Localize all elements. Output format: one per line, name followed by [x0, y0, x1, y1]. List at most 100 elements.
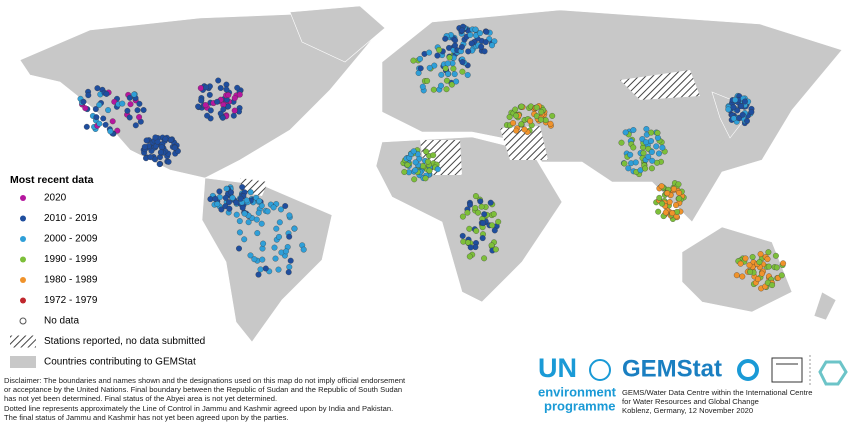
station-dot [746, 262, 753, 269]
station-dot [483, 28, 490, 35]
station-dot [459, 27, 466, 34]
station-dot [234, 84, 241, 91]
station-dot [730, 115, 737, 122]
station-dot [452, 37, 459, 44]
station-dot [448, 81, 455, 88]
station-dot [527, 118, 534, 125]
legend-label: 1990 - 1999 [44, 254, 98, 265]
station-dot [136, 100, 143, 107]
station-dot [482, 39, 489, 46]
station-dot [276, 219, 283, 226]
disclaimer: Disclaimer: The boundaries and names sho… [4, 376, 544, 422]
station-dot [764, 256, 771, 263]
station-dot [489, 42, 495, 49]
station-dot [107, 128, 114, 135]
station-dot [739, 273, 746, 280]
disclaimer-line: Dotted line represents approximately the… [4, 403, 394, 413]
station-dot [202, 102, 209, 109]
station-dot [749, 254, 756, 260]
station-dot [203, 84, 210, 91]
station-dot [286, 264, 293, 270]
station-dot [94, 85, 101, 92]
station-dot [547, 120, 554, 127]
station-dot [465, 239, 471, 246]
station-dot [157, 149, 164, 156]
station-dot [264, 208, 271, 215]
station-dot [222, 194, 229, 201]
station-dot [479, 235, 486, 242]
station-dot [773, 264, 780, 271]
legend-swatch [20, 256, 26, 263]
legend-swatch [20, 277, 26, 283]
disclaimer-line: The final status of Jammu and Kashmir ha… [4, 412, 289, 422]
station-dot [239, 204, 246, 211]
station-dot [233, 211, 240, 218]
station-dot [655, 208, 662, 215]
station-dot [739, 111, 746, 118]
station-dot [126, 94, 133, 101]
station-dot [412, 167, 419, 174]
station-dot [659, 200, 665, 207]
station-dot [228, 189, 234, 196]
station-dot [734, 107, 741, 114]
station-dots [77, 23, 787, 292]
station-dot [632, 159, 639, 166]
station-dot [253, 216, 260, 223]
station-dot [207, 107, 214, 114]
station-dot [477, 198, 484, 205]
station-dot [214, 98, 221, 105]
legend-swatch [20, 236, 26, 242]
station-dot [669, 210, 676, 217]
station-dot [411, 176, 418, 183]
station-dot [725, 106, 732, 113]
station-dot [442, 65, 449, 72]
station-dot [444, 60, 451, 67]
station-dot [195, 103, 202, 110]
station-dot [622, 129, 629, 136]
station-dot [287, 257, 294, 264]
station-dot [410, 148, 417, 155]
station-dot [260, 240, 267, 247]
station-dot [472, 26, 479, 33]
station-dot [103, 90, 110, 97]
station-dot [778, 272, 785, 279]
legend-swatch [20, 215, 26, 222]
station-dot [537, 116, 544, 123]
legend: Most recent data 2020 2010 - 2019 2000 - 2… [10, 174, 205, 368]
station-dot [737, 260, 744, 267]
station-dot [625, 165, 632, 172]
station-dot [656, 150, 662, 157]
station-dot [430, 86, 437, 93]
station-dot [627, 151, 634, 158]
station-dot [467, 201, 473, 208]
station-dot [436, 46, 443, 53]
station-dot [127, 101, 134, 108]
station-dot [533, 104, 540, 111]
station-dot [473, 227, 480, 234]
station-dot [247, 189, 254, 196]
station-dot [236, 91, 243, 98]
station-dot [96, 120, 103, 127]
station-dot [167, 136, 174, 143]
station-dot [255, 209, 262, 216]
station-dot [218, 206, 225, 213]
station-dot [140, 107, 147, 113]
station-dot [102, 121, 109, 128]
station-dot [92, 106, 99, 113]
station-dot [241, 236, 248, 243]
station-dot [286, 212, 293, 219]
station-dot [152, 134, 159, 141]
station-dot [124, 107, 131, 114]
legend-title: Most recent data [10, 174, 94, 186]
station-dot [732, 96, 739, 103]
hatched-areas [240, 70, 700, 196]
legend-label: No data [44, 316, 79, 327]
station-dot [258, 220, 265, 227]
station-dot [423, 148, 430, 155]
station-dot [82, 105, 89, 112]
station-dot [513, 112, 520, 119]
station-dot [481, 211, 488, 218]
station-dot [430, 152, 437, 159]
legend-swatch [20, 297, 26, 304]
